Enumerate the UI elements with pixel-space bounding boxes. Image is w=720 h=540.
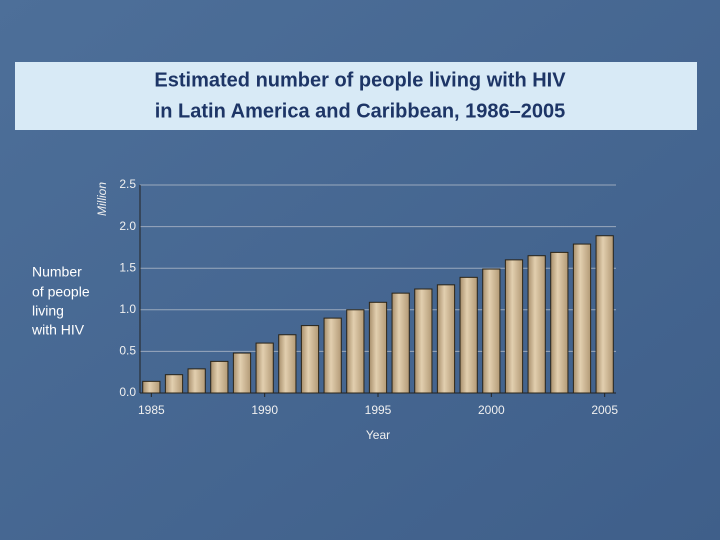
bar — [504, 259, 524, 394]
bar — [255, 342, 274, 394]
bar — [436, 284, 456, 394]
x-tick-label: 2005 — [591, 403, 618, 417]
y-tick-label: 2.0 — [119, 219, 136, 233]
bar — [210, 360, 229, 394]
bar — [187, 368, 206, 394]
y-tick-label: 0.5 — [119, 344, 136, 358]
x-tick-label: 1995 — [365, 403, 392, 417]
bar — [300, 325, 320, 394]
chart-title: in Latin America and Caribbean, 1986–200… — [155, 100, 566, 122]
y-tick-label: 1.0 — [119, 302, 136, 316]
bar — [527, 255, 546, 394]
chart-title: Estimated number of people living with H… — [154, 69, 566, 91]
x-tick-label: 1990 — [251, 403, 278, 417]
bar — [482, 268, 501, 394]
bar — [595, 235, 614, 394]
y-tick-label: 2.5 — [119, 177, 136, 191]
side-label: Number — [32, 264, 82, 280]
bar — [346, 309, 365, 394]
bar — [278, 334, 297, 394]
x-axis-label: Year — [366, 428, 390, 442]
side-label: of people — [32, 284, 90, 300]
side-label: living — [32, 303, 64, 319]
x-tick-label: 2000 — [478, 403, 505, 417]
bar — [164, 374, 184, 394]
bar — [391, 292, 410, 394]
bar — [368, 301, 388, 394]
x-tick-label: 1985 — [138, 403, 165, 417]
bar — [550, 251, 569, 394]
bar — [459, 276, 478, 394]
y-tick-label: 1.5 — [119, 260, 136, 274]
side-label: with HIV — [31, 322, 85, 338]
bar — [323, 317, 342, 394]
bar — [572, 243, 592, 394]
y-axis-label: Million — [95, 182, 109, 216]
y-tick-label: 0.0 — [119, 385, 136, 399]
title-box — [15, 62, 697, 130]
bar — [232, 352, 252, 394]
bar — [414, 288, 433, 394]
bar — [142, 380, 161, 394]
